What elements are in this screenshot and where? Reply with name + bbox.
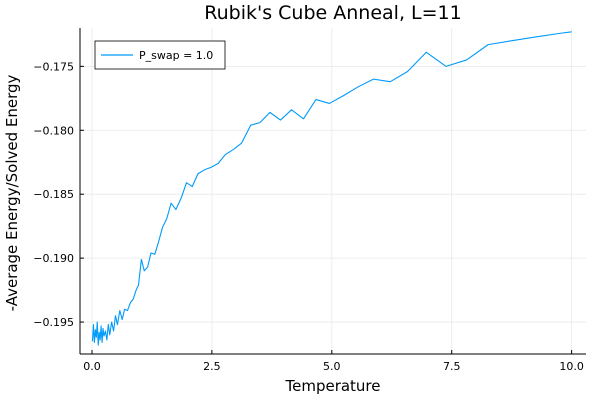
y-tick-label: −0.185 [33,188,74,201]
x-tick-label: 7.5 [443,360,461,373]
y-axis-ticks: −0.195 −0.190 −0.185 −0.180 −0.175 [33,60,84,329]
series-line [91,31,572,346]
legend: P_swap = 1.0 [94,40,226,70]
y-tick-label: −0.195 [33,316,74,329]
legend-label: P_swap = 1.0 [139,49,213,62]
y-axis-title: -Average Energy/Solved Energy [3,74,21,311]
grid [80,28,586,354]
x-tick-label: 0.0 [83,360,101,373]
y-tick-label: −0.190 [33,252,74,265]
x-axis-ticks: 0.0 2.5 5.0 7.5 10.0 [83,350,584,373]
chart-title: Rubik's Cube Anneal, L=11 [204,2,461,24]
axes [79,28,586,355]
x-tick-label: 2.5 [203,360,221,373]
y-tick-label: −0.180 [33,124,74,137]
x-axis-title: Temperature [284,377,380,395]
x-tick-label: 10.0 [559,360,584,373]
series-group [91,31,572,346]
x-tick-label: 5.0 [323,360,341,373]
y-tick-label: −0.175 [33,60,74,73]
